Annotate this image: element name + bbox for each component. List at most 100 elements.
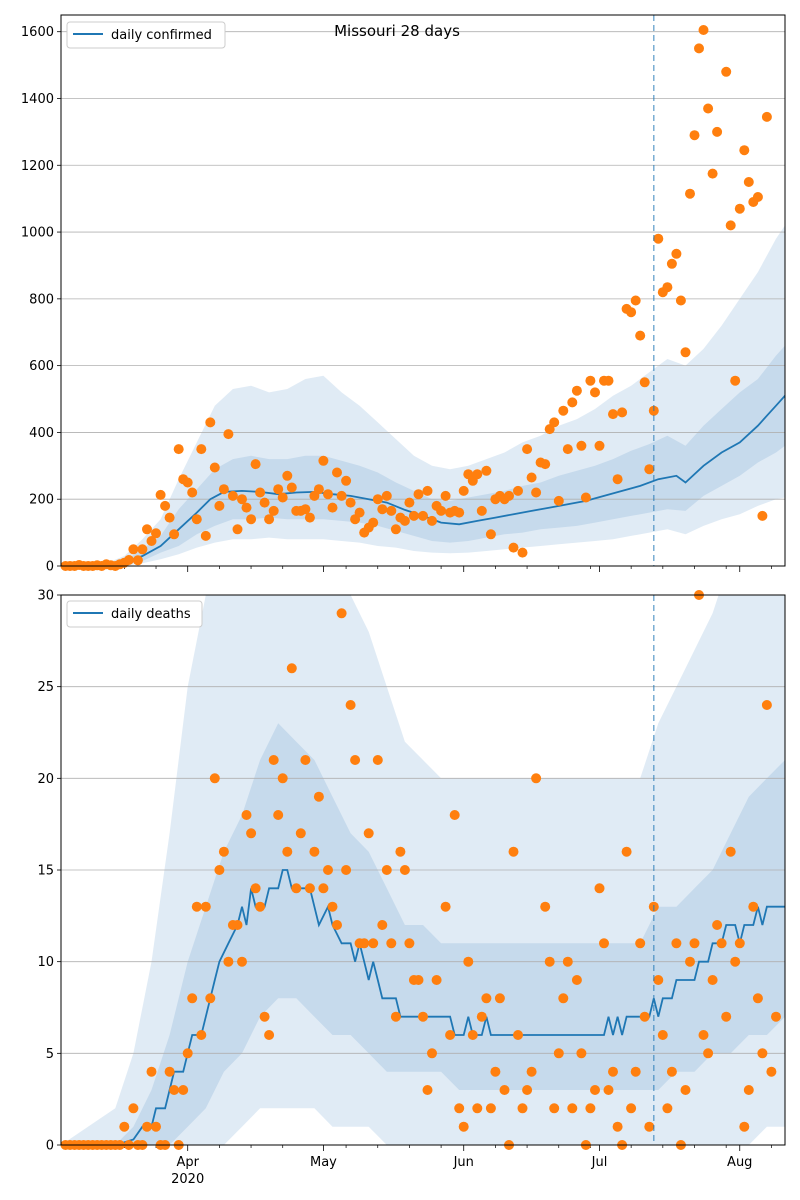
deaths-data-point: [142, 1121, 152, 1132]
deaths-data-point: [418, 1011, 428, 1022]
deaths-data-point: [608, 1066, 618, 1077]
deaths-data-point: [196, 1030, 207, 1040]
confirmed-data-point: [567, 397, 578, 408]
deaths-data-point: [395, 846, 406, 857]
deaths-data-point: [372, 755, 383, 765]
confirmed-inner-band: [61, 345, 785, 566]
deaths-ytick-label: 15: [37, 864, 54, 879]
confirmed-data-point: [200, 530, 211, 541]
deaths-data-point: [671, 938, 682, 949]
confirmed-data-point: [576, 440, 587, 451]
deaths-data-point: [553, 1048, 564, 1059]
deaths-line-group: [61, 869, 785, 1145]
deaths-data-point: [585, 1103, 596, 1114]
confirmed-data-point: [214, 500, 225, 511]
confirmed-data-point: [413, 489, 424, 500]
confirmed-plot-frame: [60, 14, 786, 567]
confirmed-data-point: [318, 455, 329, 466]
confirmed-data-point: [146, 536, 157, 546]
deaths-data-point: [508, 846, 519, 857]
confirmed-legend-frame: [66, 21, 226, 49]
confirmed-data-point: [169, 529, 180, 540]
confirmed-data-point: [476, 505, 487, 516]
deaths-data-point: [146, 1066, 157, 1077]
chart-title: Missouri 28 days: [334, 22, 460, 40]
confirmed-data-point: [345, 497, 356, 508]
xtick-label: May: [310, 1155, 337, 1170]
deaths-data-point: [341, 865, 352, 875]
confirmed-data-point: [562, 444, 573, 455]
confirmed-data-point: [513, 485, 523, 496]
deaths-data-point: [558, 993, 569, 1004]
deaths-inner-band: [61, 723, 785, 1145]
deaths-data-point: [630, 1066, 641, 1077]
confirmed-data-point: [327, 502, 338, 513]
deaths-data-point: [445, 1030, 456, 1040]
confirmed-data-point: [580, 492, 591, 503]
deaths-data-point: [295, 828, 306, 839]
confirmed-data-point: [323, 489, 333, 500]
deaths-data-point: [626, 1103, 637, 1114]
deaths-data-point: [716, 938, 727, 949]
deaths-ytick-label: 5: [46, 1047, 54, 1062]
confirmed-data-point: [707, 168, 718, 179]
deaths-data-point: [255, 901, 266, 912]
deaths-data-point: [178, 1085, 189, 1095]
confirmed-data-point: [540, 459, 551, 470]
confirmed-data-point: [712, 126, 723, 137]
deaths-data-point: [223, 956, 234, 967]
confirmed-data-point: [508, 542, 519, 553]
deaths-data-point: [237, 956, 247, 967]
confirmed-data-point: [341, 475, 352, 486]
confirmed-data-point: [304, 512, 315, 523]
deaths-data-point: [359, 938, 370, 949]
confirmed-data-point: [151, 528, 161, 539]
deaths-data-point: [390, 1011, 401, 1022]
confirmed-data-point: [386, 505, 397, 516]
confirmed-ytick-group: 0 200 400 600 800 1000 1200 1400 1600: [21, 25, 772, 575]
confirmed-series-line: [61, 394, 785, 566]
xtick-label: Apr: [176, 1155, 199, 1170]
deaths-data-point: [345, 700, 356, 710]
confirmed-data-point: [517, 547, 528, 558]
confirmed-data-point: [675, 295, 686, 306]
deaths-data-point: [191, 901, 202, 912]
deaths-data-point: [748, 901, 759, 912]
xtick-label: Jul: [591, 1155, 608, 1170]
deaths-data-point: [576, 1048, 587, 1059]
deaths-data-point: [422, 1085, 433, 1095]
confirmed-data-point: [332, 467, 342, 478]
deaths-data-point: [336, 608, 347, 619]
deaths-data-point: [377, 920, 388, 930]
confirmed-data-point: [137, 544, 148, 555]
confirmed-data-point: [300, 504, 311, 515]
deaths-data-point: [187, 993, 198, 1004]
deaths-data-point: [449, 810, 460, 820]
deaths-data-point: [531, 773, 542, 784]
deaths-data-point: [490, 1066, 501, 1077]
confirmed-data-point: [381, 490, 392, 501]
deaths-data-point: [128, 1103, 139, 1114]
deaths-data-point: [513, 1030, 523, 1040]
deaths-data-point: [200, 901, 211, 912]
deaths-data-point: [309, 846, 320, 857]
deaths-data-point: [463, 956, 474, 967]
confirmed-data-point: [553, 495, 564, 506]
confirmed-data-point: [481, 465, 492, 476]
confirmed-outer-band-group: [61, 225, 785, 566]
confirmed-data-point: [612, 474, 623, 485]
confirmed-data-point: [422, 485, 433, 496]
confirmed-data-point: [590, 387, 600, 398]
deaths-data-point: [182, 1048, 193, 1059]
xtick-year-label: 2020: [171, 1172, 204, 1187]
deaths-data-point: [119, 1121, 130, 1132]
deaths-data-point: [739, 1121, 750, 1132]
confirmed-line-group: [61, 394, 785, 566]
deaths-legend-label: daily deaths: [111, 607, 191, 622]
confirmed-data-point: [418, 510, 428, 521]
confirmed-data-point: [594, 440, 605, 451]
confirmed-data-point: [721, 66, 732, 77]
confirmed-data-point: [155, 489, 166, 500]
deaths-data-point: [666, 1066, 677, 1077]
